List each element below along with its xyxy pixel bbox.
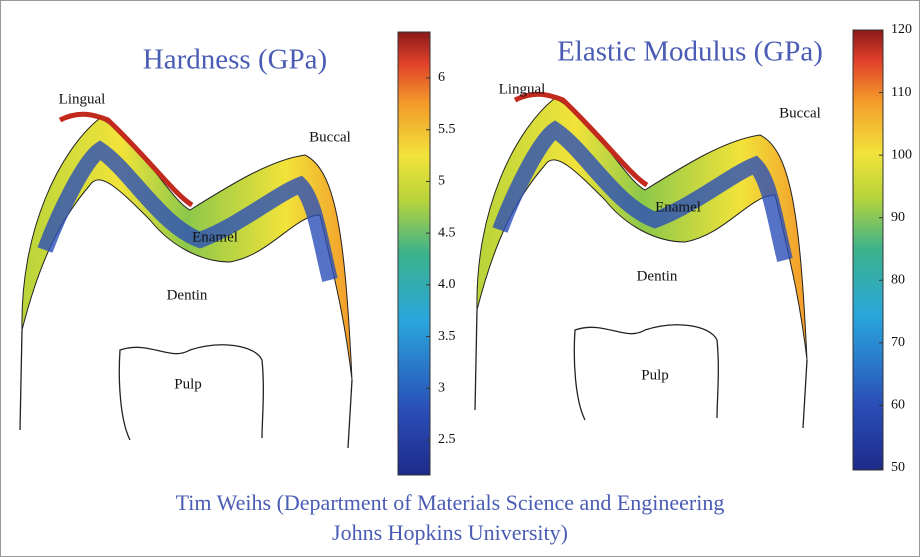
colorbar-label: 3.5 (438, 329, 456, 344)
colorbar-label: 100 (891, 147, 912, 162)
colorbar-label: 90 (891, 210, 905, 225)
label: Buccal (309, 129, 351, 145)
colorbar-label: 5 (438, 174, 445, 189)
colorbar-label: 4.0 (438, 277, 456, 292)
colorbar-label: 2.5 (438, 432, 456, 447)
colorbar-label: 50 (891, 460, 905, 475)
caption: Tim Weihs (Department of Materials Scien… (176, 490, 725, 515)
label: Pulp (174, 376, 202, 392)
panel-title: Elastic Modulus (GPa) (557, 36, 823, 68)
label: Dentin (167, 287, 208, 303)
colorbar-label: 110 (891, 85, 911, 100)
label: Enamel (655, 199, 701, 215)
label: Dentin (637, 268, 678, 284)
colorbar-label: 70 (891, 335, 905, 350)
colorbar-label: 80 (891, 273, 905, 288)
label: Buccal (779, 105, 821, 121)
label: Enamel (192, 229, 238, 245)
colorbar-label: 5.5 (438, 122, 456, 137)
label: Pulp (641, 367, 669, 383)
label: Lingual (499, 81, 546, 97)
colorbar-label: 6 (438, 70, 445, 85)
panel-title: Hardness (GPa) (143, 44, 327, 76)
colorbar (397, 31, 431, 476)
colorbar-label: 3 (438, 381, 445, 396)
colorbar-label: 4.5 (438, 225, 456, 240)
label: Lingual (59, 91, 106, 107)
colorbar-label: 120 (891, 22, 912, 37)
caption: Johns Hopkins University) (332, 520, 568, 545)
colorbar-label: 60 (891, 398, 905, 413)
colorbar (852, 29, 884, 471)
hardness-map (20, 114, 352, 448)
